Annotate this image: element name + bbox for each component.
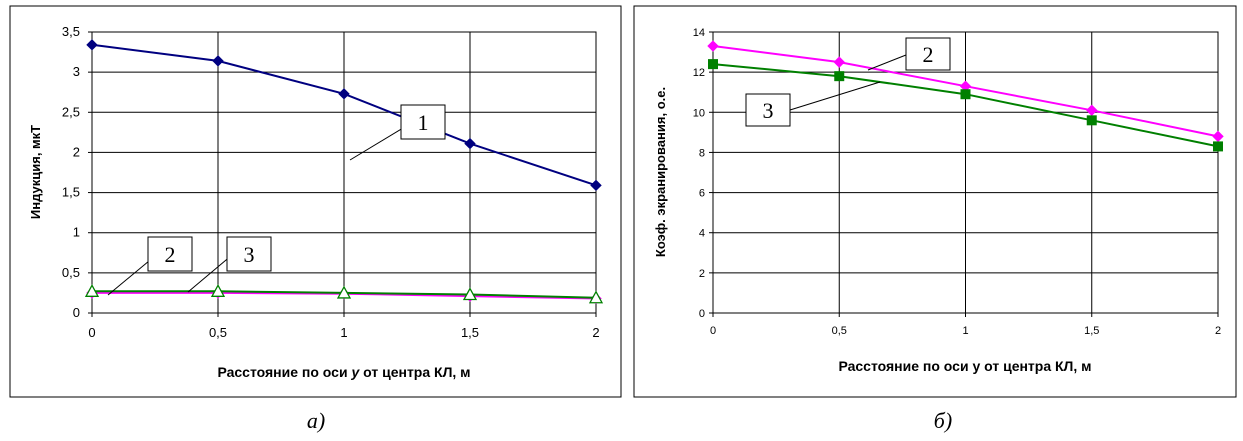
chart-panel-a: 0 0,5 1 1,5 2 2,5 3 3,5 0 0,5 1 1,5 2 Индукция, мкТ… (9, 5, 622, 398)
chart-a-series-3-point (210, 283, 226, 297)
chart-a-y-tick-label: 1,5 (62, 185, 80, 200)
callout-b3-label: 3 (763, 98, 774, 123)
chart-b-series (707, 40, 1224, 152)
chart-b-y-tick-label: 0 (699, 308, 705, 320)
chart-a-x-tick-label: 1 (340, 325, 347, 340)
callout-b2-label: 2 (923, 42, 934, 67)
chart-b-series-2-point (833, 56, 845, 68)
callout-b2-leader (867, 54, 907, 71)
chart-a-x-axis-label: Расстояние по оси y от центра КЛ, м (217, 364, 470, 380)
chart-b-series-2-point (1212, 130, 1224, 143)
chart-a-series-1-point (338, 88, 350, 100)
chart-a-series-3-point (462, 287, 478, 301)
chart-a-series-1-point (590, 179, 602, 192)
chart-b-series-3-point (834, 71, 845, 82)
chart-b-series-3-point (960, 89, 971, 100)
callout-1-label: 1 (418, 110, 429, 135)
chart-b-x-tick-label: 1 (962, 325, 968, 337)
callout-3-box (226, 236, 272, 272)
chart-b-series-3-point (1213, 141, 1223, 152)
callout-3-leader (187, 254, 233, 293)
chart-b-x-ticks: 0 0,5 1 1,5 2 (710, 313, 1221, 337)
callout-1-leader (349, 124, 409, 161)
callout-1-box (400, 104, 446, 140)
chart-a-series-3-point (336, 285, 352, 299)
callout-b3-leader (789, 81, 881, 111)
chart-b-y-tick-label: 6 (699, 188, 705, 200)
chart-b-x-tick-label: 0 (710, 325, 716, 337)
caption-a: а) (307, 408, 325, 433)
chart-a-y-tick-label: 3 (73, 64, 80, 79)
caption-b: б) (934, 408, 952, 433)
chart-b-x-tick-label: 0,5 (832, 325, 847, 337)
chart-a-y-tick-label: 2,5 (62, 104, 80, 119)
chart-b-y-tick-label: 12 (693, 67, 705, 79)
chart-a-series-1-point (464, 137, 476, 150)
chart-b-x-tick-label: 1,5 (1084, 325, 1099, 337)
chart-b-series-3 (708, 59, 1223, 152)
chart-b-series-3-point (1086, 115, 1097, 126)
callout-3-label: 3 (244, 242, 255, 267)
chart-b-series-3-point (708, 59, 718, 70)
chart-a-x-tick-label: 0 (88, 325, 95, 340)
chart-a-series-3 (84, 283, 604, 304)
chart-a-series-3-point (588, 290, 604, 304)
chart-b-y-ticks: 0 2 4 6 8 10 12 14 (693, 27, 713, 320)
callout-2-leader (107, 255, 156, 296)
chart-b-series-2 (707, 40, 1224, 143)
callout-b3-box (745, 93, 791, 127)
chart-a-series-1-point (86, 39, 98, 51)
chart-b-y-tick-label: 8 (699, 147, 705, 159)
chart-b-y-tick-label: 10 (693, 107, 705, 119)
chart-a-series (84, 39, 604, 305)
chart-a-y-tick-label: 0 (73, 305, 80, 320)
chart-a-series-1 (86, 39, 602, 192)
chart-b-y-tick-label: 14 (693, 27, 705, 39)
chart-a-y-tick-label: 3,5 (62, 24, 80, 39)
chart-a-y-tick-label: 2 (73, 144, 80, 159)
chart-a-x-tick-label: 0,5 (209, 325, 227, 340)
chart-a-series-3-point (84, 283, 100, 297)
chart-a-grid (91, 31, 597, 314)
chart-b-y-tick-label: 2 (699, 268, 705, 280)
chart-b-series-2-point (1086, 104, 1098, 116)
chart-b-y-axis-label: Коэф. экранирования, о.е. (653, 87, 668, 257)
chart-b-y-tick-label: 4 (699, 228, 705, 240)
chart-a-x-tick-label: 1,5 (461, 325, 479, 340)
callout-2-label: 2 (165, 242, 176, 267)
chart-b-series-2-point (707, 40, 719, 52)
chart-a-x-ticks: 0 0,5 1 1,5 2 (88, 313, 600, 340)
chart-a-x-tick-label: 2 (592, 325, 599, 340)
callout-b2-box (905, 37, 951, 71)
chart-b-x-tick-label: 2 (1215, 325, 1221, 337)
callout-2-box (147, 236, 193, 272)
chart-a-series-1-point (212, 55, 224, 67)
chart-a-y-tick-label: 1 (73, 225, 80, 240)
chart-b-x-axis-label: Расстояние по оси y от центра КЛ, м (838, 358, 1091, 374)
chart-a-y-axis-label: Индукция, мкТ (28, 125, 43, 219)
chart-a-y-ticks: 0 0,5 1 1,5 2 2,5 3 3,5 (62, 24, 92, 320)
chart-panel-b: 0 2 4 6 8 10 12 14 0 0,5 1 1,5 2 Коэф. экранировани… (633, 5, 1237, 398)
chart-a-y-tick-label: 0,5 (62, 265, 80, 280)
